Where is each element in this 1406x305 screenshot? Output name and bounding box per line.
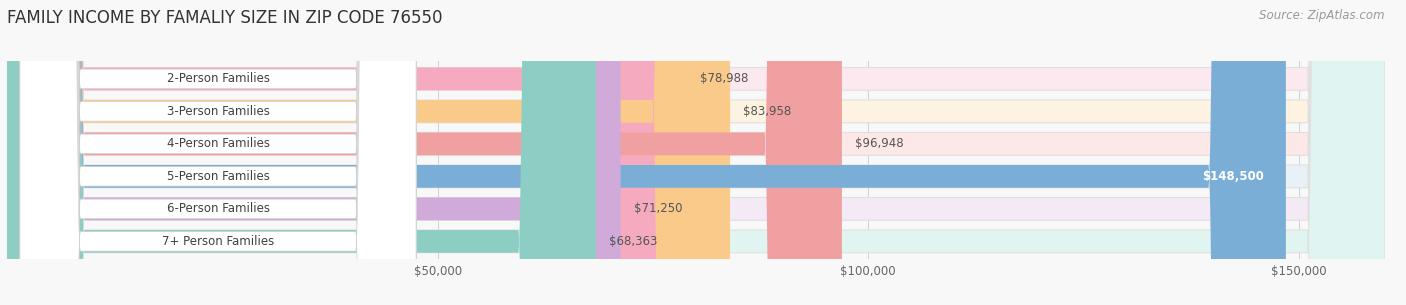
Text: 3-Person Families: 3-Person Families bbox=[166, 105, 270, 118]
FancyBboxPatch shape bbox=[20, 0, 416, 305]
FancyBboxPatch shape bbox=[20, 0, 416, 305]
FancyBboxPatch shape bbox=[20, 0, 416, 305]
Text: $83,958: $83,958 bbox=[742, 105, 792, 118]
Text: 5-Person Families: 5-Person Families bbox=[166, 170, 270, 183]
FancyBboxPatch shape bbox=[7, 0, 842, 305]
Text: $71,250: $71,250 bbox=[634, 203, 682, 215]
Text: $68,363: $68,363 bbox=[609, 235, 657, 248]
Text: 7+ Person Families: 7+ Person Families bbox=[162, 235, 274, 248]
Text: 2-Person Families: 2-Person Families bbox=[166, 72, 270, 85]
FancyBboxPatch shape bbox=[7, 0, 1385, 305]
FancyBboxPatch shape bbox=[7, 0, 1385, 305]
FancyBboxPatch shape bbox=[7, 0, 730, 305]
FancyBboxPatch shape bbox=[7, 0, 1385, 305]
Text: FAMILY INCOME BY FAMALIY SIZE IN ZIP CODE 76550: FAMILY INCOME BY FAMALIY SIZE IN ZIP COD… bbox=[7, 9, 443, 27]
FancyBboxPatch shape bbox=[20, 0, 416, 305]
Text: $96,948: $96,948 bbox=[855, 137, 904, 150]
FancyBboxPatch shape bbox=[7, 0, 688, 305]
Text: Source: ZipAtlas.com: Source: ZipAtlas.com bbox=[1260, 9, 1385, 22]
Text: 4-Person Families: 4-Person Families bbox=[166, 137, 270, 150]
Text: $78,988: $78,988 bbox=[700, 72, 748, 85]
FancyBboxPatch shape bbox=[7, 0, 620, 305]
FancyBboxPatch shape bbox=[20, 0, 416, 305]
FancyBboxPatch shape bbox=[7, 0, 596, 305]
FancyBboxPatch shape bbox=[7, 0, 1385, 305]
FancyBboxPatch shape bbox=[7, 0, 1385, 305]
FancyBboxPatch shape bbox=[7, 0, 1286, 305]
FancyBboxPatch shape bbox=[7, 0, 1385, 305]
Text: 6-Person Families: 6-Person Families bbox=[166, 203, 270, 215]
Text: $148,500: $148,500 bbox=[1202, 170, 1264, 183]
FancyBboxPatch shape bbox=[20, 0, 416, 305]
